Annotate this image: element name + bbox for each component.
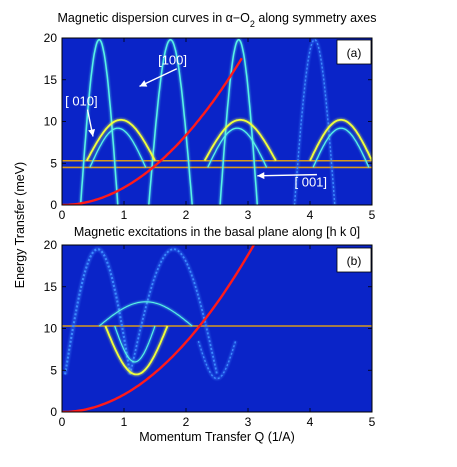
panel-a-branches <box>78 38 372 205</box>
panel-a-ticks: 0 1 2 3 4 5 0 5 10 15 20 <box>44 31 376 222</box>
panel-a-branch-1 <box>148 38 193 205</box>
panel-b-branch-2 <box>104 325 169 376</box>
panel-a-branch-4 <box>85 118 156 162</box>
panel-a-branch-7 <box>89 127 147 168</box>
panel-b-ytick-label-1: 5 <box>50 363 57 377</box>
panel-a-annotation-arrowhead-1 <box>88 128 96 137</box>
panel-a-xtick-label-0: 0 <box>59 208 66 222</box>
panel-b-xtick-label-0: 0 <box>59 415 66 429</box>
panel-a-ytick-label-1: 5 <box>50 156 57 170</box>
panel-a-ytick-label-0: 0 <box>50 198 57 212</box>
panel-b-xtick-label-2: 2 <box>183 415 190 429</box>
figure-title: Magnetic dispersion curves in α−O2 along… <box>58 11 377 29</box>
panel-b-parabola <box>62 245 256 412</box>
panel-b-title: Magnetic excitations in the basal plane … <box>74 225 360 239</box>
panel-b-xtick-label-3: 3 <box>245 415 252 429</box>
panel-b-xtick-label-4: 4 <box>307 415 314 429</box>
panel-a-label: (a) <box>347 46 362 60</box>
panel-a-recoil-parabola <box>62 57 243 205</box>
panel-b-label-box: (b) <box>336 247 372 273</box>
panel-b-label: (b) <box>347 254 362 268</box>
panel-a-ytick-label-3: 15 <box>44 73 58 87</box>
panel-a-ytick-label-4: 20 <box>44 31 58 45</box>
panel-a-parabola <box>62 57 243 205</box>
panel-a-annotation-arrow-2 <box>257 173 317 177</box>
panel-a: [100] [ 010] [ 001] 0 1 2 3 4 5 0 5 10 15 20 (a) <box>44 31 376 222</box>
panel-a-label-box: (a) <box>336 39 372 65</box>
panel-a-branch-3 <box>293 38 336 205</box>
panel-b-ytick-label-0: 0 <box>50 405 57 419</box>
panel-b-branch-3 <box>114 325 156 363</box>
panel-b-ytick-label-2: 10 <box>44 322 58 336</box>
panel-a-xtick-label-5: 5 <box>369 208 376 222</box>
y-axis-label: Energy Transfer (meV) <box>13 162 27 288</box>
panel-b-ytick-label-3: 15 <box>44 280 58 294</box>
panel-b-branches <box>62 246 238 381</box>
panel-b-branch-glow-5 <box>196 340 238 381</box>
panel-b-xtick-label-5: 5 <box>369 415 376 429</box>
panel-a-annotation-1: [ 010] <box>65 94 98 109</box>
x-axis-label: Momentum Transfer Q (1/A) <box>139 430 295 444</box>
panel-a-xtick-label-2: 2 <box>183 208 190 222</box>
panel-a-annotation-arrowhead-2 <box>257 172 265 180</box>
panel-b-branch-1 <box>129 248 218 375</box>
panel-b-ticks: 0 1 2 3 4 5 0 5 10 15 20 <box>44 238 376 429</box>
panel-a-xtick-label-3: 3 <box>245 208 252 222</box>
panel-b-branch-4 <box>98 301 193 327</box>
panel-a-annotation-0: [100] <box>158 53 187 68</box>
panel-b: 0 1 2 3 4 5 0 5 10 15 20 (b) <box>44 238 376 429</box>
panel-a-branch-8 <box>207 127 268 168</box>
panel-b-xtick-label-1: 1 <box>121 415 128 429</box>
panel-a-branch-9 <box>312 127 370 168</box>
panel-a-xtick-label-1: 1 <box>121 208 128 222</box>
panel-a-ytick-label-2: 10 <box>44 115 58 129</box>
panel-b-ytick-label-4: 20 <box>44 238 58 252</box>
panel-a-branch-5 <box>203 118 277 162</box>
panel-b-recoil-parabola <box>62 245 256 412</box>
panel-a-annotation-2: [ 001] <box>295 175 328 190</box>
panel-a-annotation-arrowhead-0 <box>139 80 148 87</box>
panel-a-xtick-label-4: 4 <box>307 208 314 222</box>
panel-a-branch-6 <box>309 118 372 162</box>
panel-a-annotations: [100] [ 010] [ 001] <box>65 53 327 190</box>
panel-b-background <box>62 245 372 412</box>
